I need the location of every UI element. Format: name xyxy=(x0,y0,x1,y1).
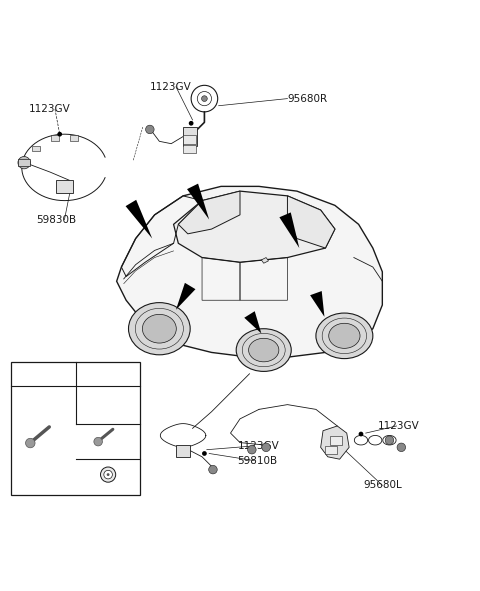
Polygon shape xyxy=(244,311,261,333)
Text: 1339CC: 1339CC xyxy=(90,444,126,453)
Bar xyxy=(56,180,73,193)
Text: 1123AL: 1123AL xyxy=(26,370,60,379)
Bar xyxy=(32,145,40,151)
Circle shape xyxy=(202,451,207,456)
Ellipse shape xyxy=(143,314,176,343)
Ellipse shape xyxy=(249,338,279,362)
Circle shape xyxy=(104,470,112,479)
Circle shape xyxy=(359,431,363,436)
Circle shape xyxy=(25,439,35,448)
Text: 1129ED: 1129ED xyxy=(90,370,126,379)
Ellipse shape xyxy=(236,329,291,371)
Circle shape xyxy=(18,157,30,169)
Text: 1123GV: 1123GV xyxy=(378,421,420,431)
Circle shape xyxy=(209,465,217,474)
Polygon shape xyxy=(261,258,268,263)
Polygon shape xyxy=(321,426,349,459)
Bar xyxy=(70,135,78,141)
Text: 95680L: 95680L xyxy=(363,480,402,491)
Bar xyxy=(18,159,30,167)
Polygon shape xyxy=(117,186,383,357)
Ellipse shape xyxy=(329,323,360,348)
Bar xyxy=(12,362,140,495)
Circle shape xyxy=(189,121,193,126)
Circle shape xyxy=(385,436,394,444)
Text: 95680R: 95680R xyxy=(288,93,327,103)
Text: 1123GV: 1123GV xyxy=(238,441,279,451)
Circle shape xyxy=(57,132,62,137)
Polygon shape xyxy=(126,200,152,239)
Ellipse shape xyxy=(316,313,373,359)
Bar xyxy=(330,436,342,445)
Polygon shape xyxy=(288,196,335,248)
Circle shape xyxy=(100,467,116,482)
Polygon shape xyxy=(279,212,300,248)
Circle shape xyxy=(107,473,109,476)
Bar xyxy=(176,445,190,457)
Bar xyxy=(183,135,196,144)
Circle shape xyxy=(262,443,270,452)
Bar xyxy=(51,135,59,141)
Text: 59830B: 59830B xyxy=(36,215,76,225)
Circle shape xyxy=(248,446,256,454)
Bar xyxy=(325,446,337,454)
Circle shape xyxy=(145,125,154,134)
Polygon shape xyxy=(310,291,324,317)
Text: 59810B: 59810B xyxy=(238,456,278,466)
Circle shape xyxy=(397,443,406,452)
Circle shape xyxy=(94,437,102,446)
Polygon shape xyxy=(187,184,209,220)
Polygon shape xyxy=(174,191,335,262)
Bar xyxy=(183,145,196,153)
Bar xyxy=(183,127,197,146)
Text: 1123GV: 1123GV xyxy=(150,82,192,92)
Polygon shape xyxy=(179,191,240,234)
Circle shape xyxy=(202,96,207,102)
Polygon shape xyxy=(176,283,195,310)
Text: 1123GV: 1123GV xyxy=(29,104,71,114)
Ellipse shape xyxy=(129,303,190,355)
